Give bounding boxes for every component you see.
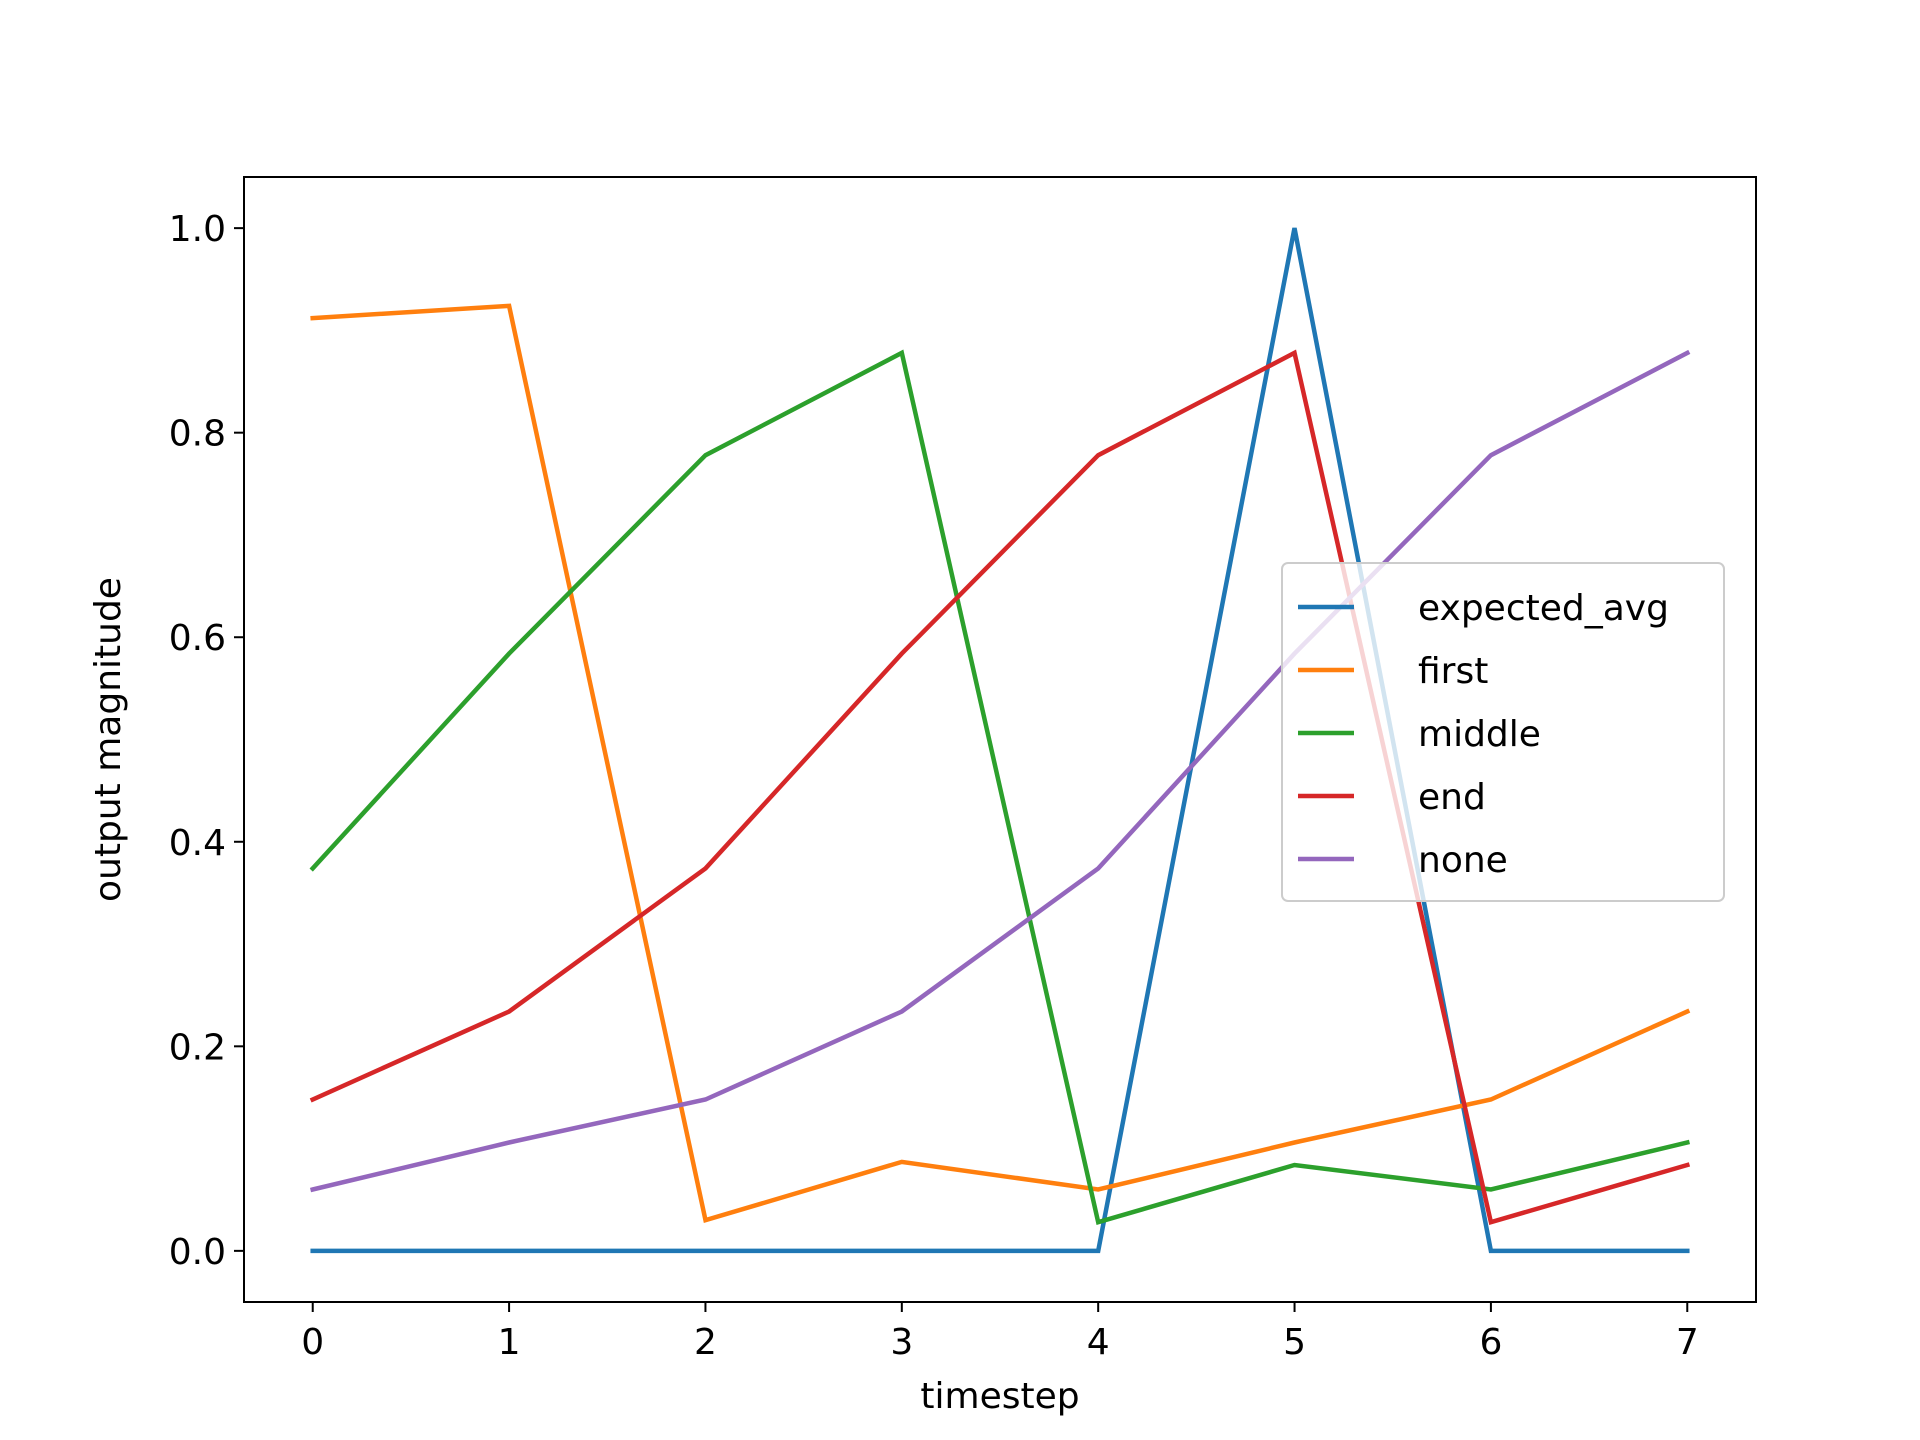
y-tick-label: 0.6 [169, 618, 226, 659]
plot-frame [243, 176, 1757, 1303]
x-tick-label: 7 [1676, 1322, 1699, 1363]
y-tick-label: 0.8 [169, 414, 226, 455]
series-line-first [310, 303, 1691, 1224]
series-line-middle [309, 349, 1691, 1226]
legend-label: middle [1418, 714, 1541, 755]
legend-label: none [1418, 840, 1508, 881]
y-axis-title: output magnitude [88, 577, 129, 902]
legend-label: first [1418, 651, 1488, 692]
series-layer [309, 227, 1691, 1254]
x-tick-label: 3 [890, 1322, 913, 1363]
legend-label: expected_avg [1418, 588, 1669, 629]
x-axis: 0 1 2 3 4 5 6 7 [301, 1302, 1699, 1363]
x-tick-label: 2 [694, 1322, 717, 1363]
legend-box [1281, 562, 1725, 902]
y-tick-label: 0.2 [169, 1027, 226, 1068]
y-tick-label: 0.0 [169, 1232, 226, 1273]
x-tick-label: 5 [1283, 1322, 1306, 1363]
series-line-end [309, 349, 1691, 1226]
x-tick-label: 1 [498, 1322, 521, 1363]
x-tick-label: 4 [1087, 1322, 1110, 1363]
y-axis: 0.0 0.2 0.4 0.6 0.8 1.0 [169, 209, 244, 1273]
x-tick-label: 0 [301, 1322, 324, 1363]
legend-label: end [1418, 777, 1486, 818]
y-tick-label: 0.4 [169, 823, 226, 864]
x-tick-label: 6 [1479, 1322, 1502, 1363]
series-line-none [309, 349, 1691, 1193]
y-tick-label: 1.0 [169, 209, 226, 250]
x-axis-title: timestep [920, 1376, 1079, 1417]
